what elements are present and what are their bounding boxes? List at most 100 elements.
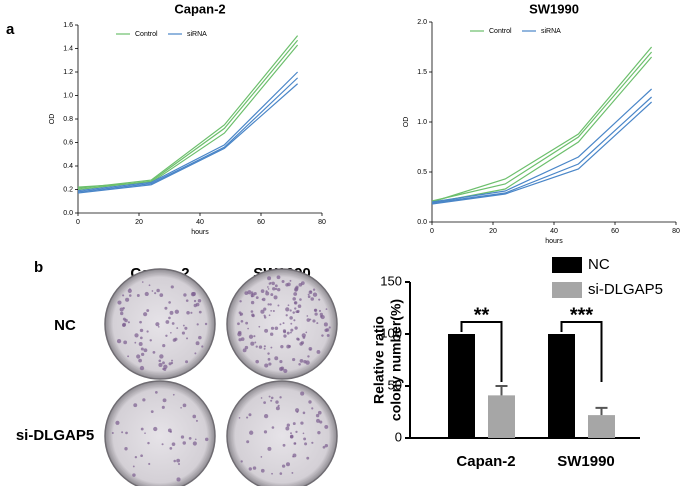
colony <box>325 328 330 332</box>
colony <box>323 322 328 327</box>
colony <box>263 347 266 350</box>
colony <box>304 442 308 446</box>
colony <box>325 308 328 310</box>
colony <box>132 465 135 468</box>
colony <box>258 325 261 328</box>
colony <box>279 360 283 364</box>
colony <box>174 337 178 341</box>
colony <box>253 335 256 338</box>
colony <box>204 437 209 442</box>
colony <box>171 359 174 362</box>
bar <box>448 334 475 438</box>
y-tick-label: 1.4 <box>63 45 73 52</box>
colony <box>165 320 170 324</box>
colony <box>279 472 283 475</box>
colony <box>123 340 128 345</box>
colony <box>161 443 164 446</box>
colony <box>124 447 128 451</box>
legend-label: Control <box>489 28 512 35</box>
colony <box>139 328 144 333</box>
colony <box>242 348 247 353</box>
y-axis-label: colony number(%) <box>388 299 404 421</box>
colony <box>270 346 273 349</box>
colony <box>299 359 304 363</box>
colony <box>134 455 138 459</box>
colony <box>204 322 208 326</box>
colony <box>254 341 257 344</box>
colony <box>120 311 124 316</box>
y-tick-label: 2.0 <box>417 19 427 26</box>
colony <box>268 362 272 366</box>
colony <box>182 403 187 408</box>
colony <box>289 279 292 282</box>
colony <box>193 299 197 303</box>
colony <box>312 319 316 323</box>
colony <box>309 290 312 293</box>
bar <box>548 334 575 438</box>
colony <box>302 411 306 415</box>
colony <box>153 426 158 432</box>
colony <box>287 304 290 307</box>
colony <box>269 303 272 306</box>
legend-swatch <box>552 257 582 273</box>
colony <box>274 356 279 361</box>
colony <box>240 337 245 341</box>
colony <box>260 468 265 473</box>
colony <box>148 462 151 466</box>
dish <box>104 380 216 486</box>
colony <box>245 321 249 325</box>
colony <box>154 292 157 295</box>
colony <box>300 391 305 396</box>
colony <box>134 341 137 344</box>
colony <box>268 314 271 317</box>
colony <box>171 442 176 446</box>
colony <box>311 441 314 444</box>
colony <box>127 321 130 324</box>
colony <box>122 323 126 327</box>
colony <box>292 311 295 314</box>
colony <box>260 289 265 293</box>
colony <box>294 326 298 330</box>
colony <box>197 299 202 303</box>
colony <box>247 290 252 295</box>
colony <box>312 292 318 297</box>
colony <box>176 458 181 463</box>
colony <box>117 300 122 305</box>
colony <box>317 410 322 415</box>
colony <box>264 363 269 368</box>
colony <box>300 341 305 345</box>
y-tick-label: 0.2 <box>63 186 73 193</box>
colony <box>289 316 293 320</box>
colony <box>275 400 279 404</box>
y-tick-label: 1.6 <box>63 22 73 29</box>
legend-label: siRNA <box>541 28 561 35</box>
colony <box>303 437 307 441</box>
colony <box>159 354 164 359</box>
colony <box>255 345 258 348</box>
colony <box>306 318 311 322</box>
colony <box>265 290 268 293</box>
colony <box>139 365 145 371</box>
colony <box>132 473 136 477</box>
colony <box>144 432 146 434</box>
colony-photos <box>104 268 338 486</box>
colony <box>294 307 297 310</box>
colony <box>296 410 299 413</box>
colony <box>277 288 281 292</box>
colony <box>129 294 132 297</box>
series-line <box>431 51 653 202</box>
colony <box>286 331 290 335</box>
colony <box>267 286 269 288</box>
colony <box>302 336 306 339</box>
colony <box>316 418 320 423</box>
colony <box>311 407 314 410</box>
x-tick-label: SW1990 <box>557 453 615 470</box>
colony <box>244 345 249 350</box>
colony <box>307 295 311 299</box>
colony <box>125 431 128 435</box>
colony <box>271 426 275 429</box>
colony <box>267 446 272 451</box>
colony <box>279 323 282 326</box>
x-tick-label: Capan-2 <box>456 453 515 470</box>
colony <box>180 407 182 409</box>
